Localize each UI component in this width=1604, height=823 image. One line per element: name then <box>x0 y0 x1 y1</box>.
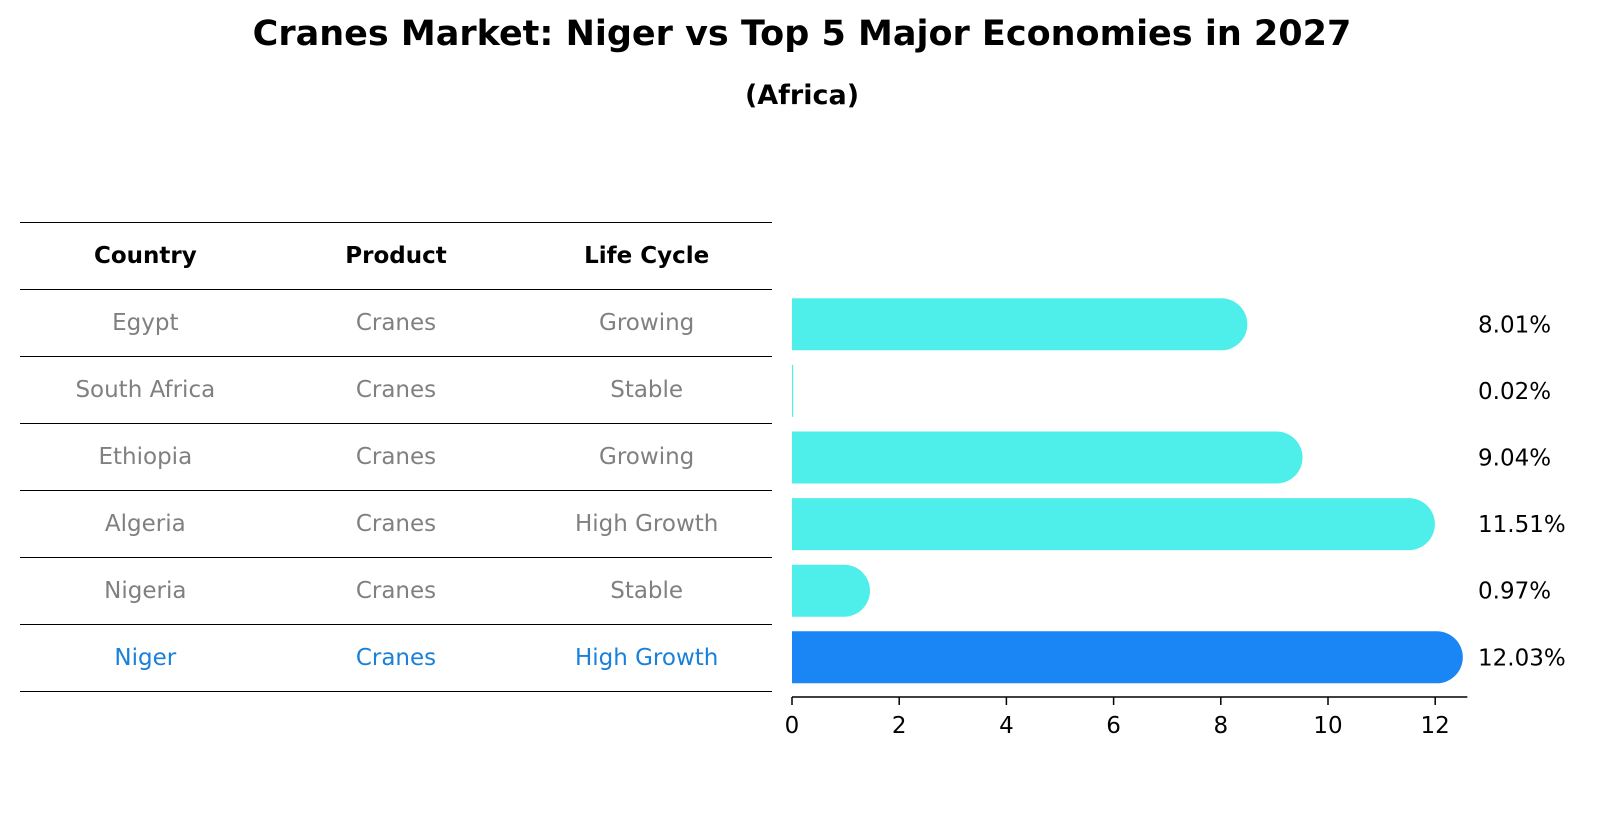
table-row-highlight: Niger Cranes High Growth <box>20 624 772 692</box>
bar-algeria <box>792 498 1435 551</box>
table-row: South Africa Cranes Stable <box>20 356 772 424</box>
bar-ethiopia <box>792 431 1303 484</box>
table-row: Algeria Cranes High Growth <box>20 490 772 558</box>
cell-country: South Africa <box>20 356 271 424</box>
chart-title: Cranes Market: Niger vs Top 5 Major Econ… <box>252 14 1352 54</box>
bar-egypt <box>792 298 1248 351</box>
bar-south-africa <box>792 364 794 417</box>
header-country: Country <box>20 222 271 290</box>
cell-product: Cranes <box>270 423 522 491</box>
x-tick-label: 2 <box>892 713 907 739</box>
bar-value-label: 11.51% <box>1478 512 1566 538</box>
cell-product: Cranes <box>270 557 522 625</box>
cell-life-cycle: Stable <box>521 557 772 625</box>
cell-life-cycle: Growing <box>521 289 772 357</box>
cell-life-cycle: Stable <box>521 356 772 424</box>
x-tick-label: 12 <box>1421 713 1450 739</box>
x-tick-label: 4 <box>999 713 1014 739</box>
x-tick-label: 8 <box>1213 713 1228 739</box>
cell-country: Nigeria <box>20 557 271 625</box>
x-tick-label: 10 <box>1313 713 1342 739</box>
cell-life-cycle: High Growth <box>521 624 772 692</box>
x-tick-label: 6 <box>1106 713 1121 739</box>
cell-product: Cranes <box>270 356 522 424</box>
bar-value-label: 8.01% <box>1478 312 1551 338</box>
bar-niger <box>792 631 1463 684</box>
bar-value-label: 0.02% <box>1478 379 1551 405</box>
data-table: Country Product Life Cycle Egypt Cranes … <box>20 222 772 692</box>
cell-country: Egypt <box>20 289 271 357</box>
bar-value-label: 9.04% <box>1478 446 1551 472</box>
table-row: Nigeria Cranes Stable <box>20 557 772 625</box>
x-tick-label: 0 <box>785 713 800 739</box>
cell-product: Cranes <box>270 289 522 357</box>
cell-country: Algeria <box>20 490 271 558</box>
header-life-cycle: Life Cycle <box>521 222 772 290</box>
chart-subtitle: (Africa) <box>744 80 860 111</box>
cell-life-cycle: Growing <box>521 423 772 491</box>
bar-nigeria <box>792 564 870 617</box>
cell-product: Cranes <box>270 490 522 558</box>
table-header-row: Country Product Life Cycle <box>20 222 772 290</box>
bar-value-label: 12.03% <box>1478 645 1566 671</box>
cell-country: Niger <box>20 624 271 692</box>
cell-product: Cranes <box>270 624 522 692</box>
header-product: Product <box>270 222 522 290</box>
table-row: Ethiopia Cranes Growing <box>20 423 772 491</box>
cell-life-cycle: High Growth <box>521 490 772 558</box>
cell-country: Ethiopia <box>20 423 271 491</box>
bar-value-label: 0.97% <box>1478 579 1551 605</box>
table-row: Egypt Cranes Growing <box>20 289 772 357</box>
